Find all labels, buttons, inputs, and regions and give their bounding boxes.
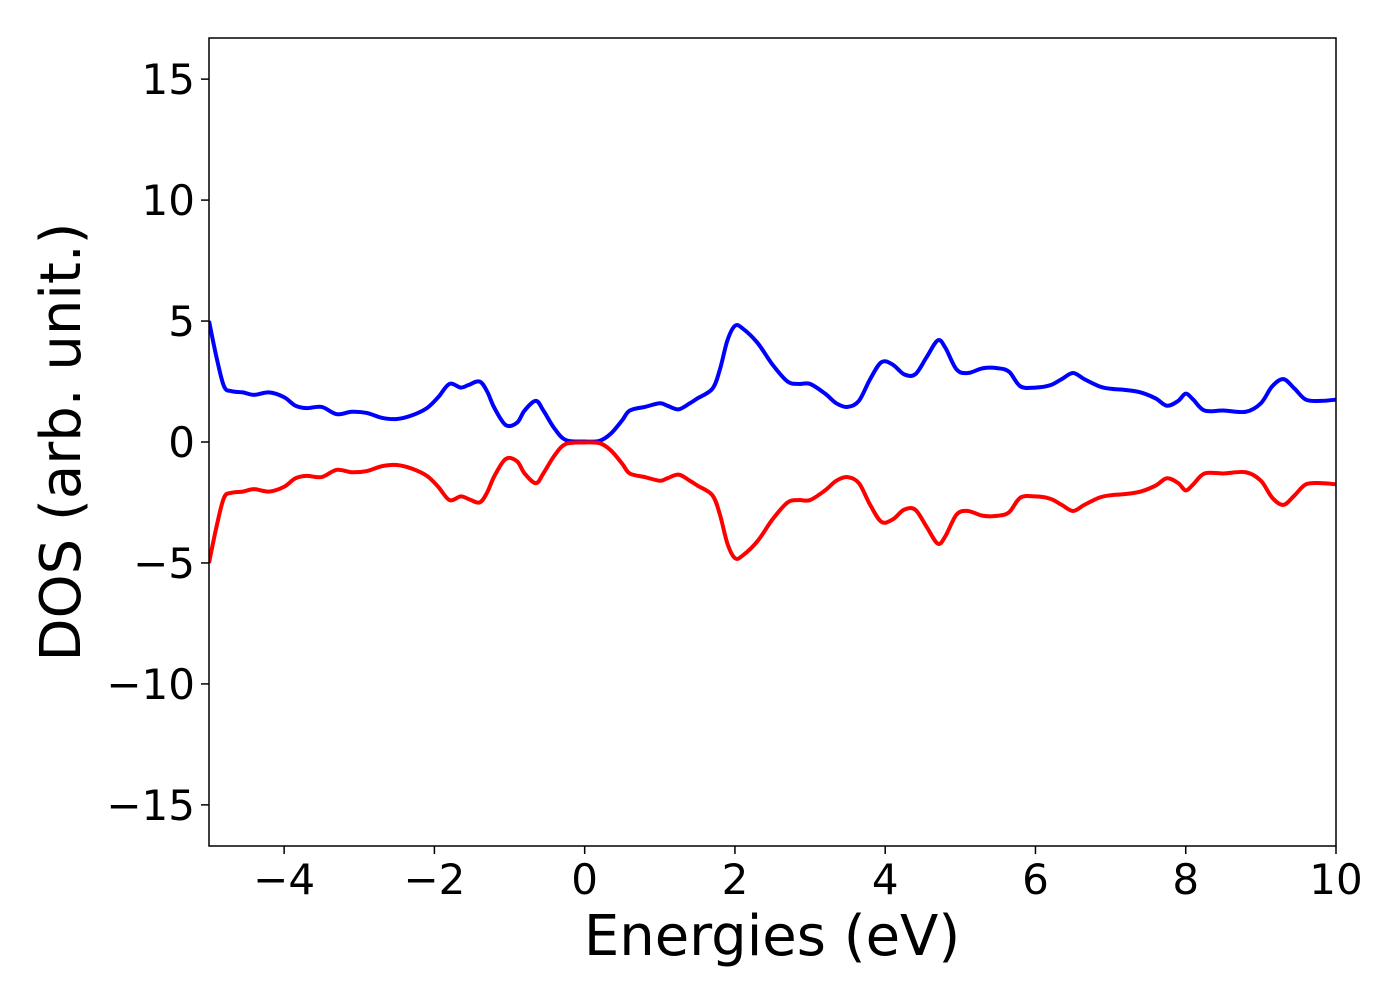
y-tick-label: 10 <box>142 176 195 225</box>
series-line-negative <box>209 440 1336 564</box>
plot-frame <box>208 37 1337 847</box>
x-tick-label: 6 <box>1022 855 1049 904</box>
x-axis-title: Energies (eV) <box>584 904 960 969</box>
y-tick-label: −15 <box>106 781 195 830</box>
x-tick-label: 2 <box>722 855 749 904</box>
x-tick-label: 10 <box>1309 855 1362 904</box>
y-tick-label: 0 <box>168 418 195 467</box>
series-layer <box>209 320 1336 564</box>
y-axis: 15 10 5 0 −5 −10 −15 <box>106 55 209 830</box>
y-tick-label: −5 <box>133 539 195 588</box>
y-axis-title: DOS (arb. unit.) <box>29 222 94 661</box>
y-tick-label: −10 <box>106 660 195 709</box>
x-tick-label: −4 <box>253 855 315 904</box>
x-tick-label: 0 <box>571 855 598 904</box>
y-tick-label: 5 <box>168 297 195 346</box>
x-tick-label: −2 <box>403 855 465 904</box>
x-tick-label: 8 <box>1172 855 1199 904</box>
series-line-positive <box>209 320 1336 444</box>
x-tick-label: 4 <box>872 855 899 904</box>
x-axis: −4 −2 0 2 4 6 8 10 <box>253 846 1363 904</box>
y-tick-label: 15 <box>142 55 195 104</box>
